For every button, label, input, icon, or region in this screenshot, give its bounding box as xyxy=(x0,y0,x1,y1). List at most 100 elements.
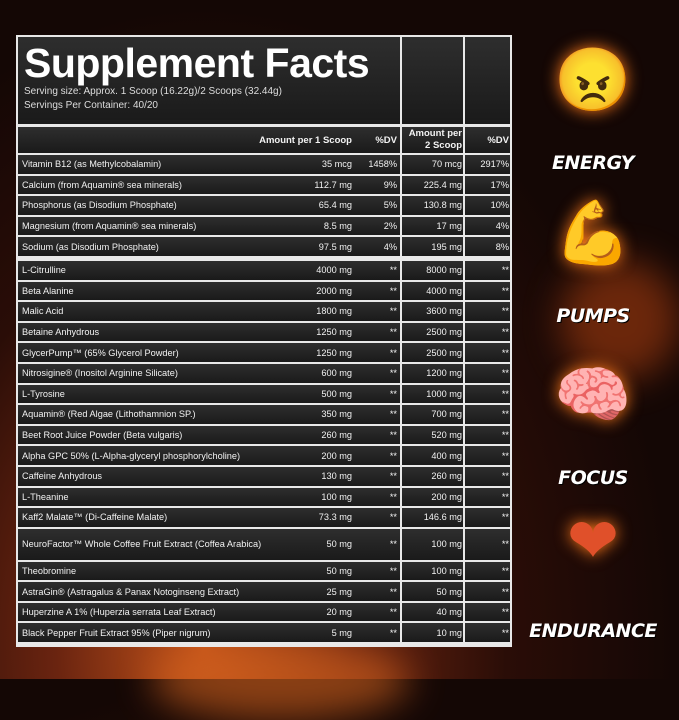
dv-2-scoop: ** xyxy=(465,623,510,643)
dv-1-scoop: ** xyxy=(389,368,397,379)
amount-1-scoop: 4000 mg xyxy=(316,265,352,276)
ingredient-name: Aquamin® (Red Algae (Lithothamnion SP.) xyxy=(22,409,196,420)
dv-1-scoop: ** xyxy=(389,565,397,576)
amount-1-scoop: 1800 mg xyxy=(316,306,352,317)
amount-1-scoop: 112.7 mg xyxy=(314,179,352,190)
ingredient-name: Malic Acid xyxy=(22,306,64,317)
dv-2-scoop: 4% xyxy=(465,216,510,236)
flexed-arm-icon: 💪 xyxy=(554,198,632,268)
dv-1-scoop: ** xyxy=(389,430,397,441)
dv-1-scoop: ** xyxy=(389,388,397,399)
amount-2-scoop: 4000 mg xyxy=(402,281,463,301)
amount-2-scoop: 225.4 mg xyxy=(402,175,463,195)
ingredient-name: Theobromine xyxy=(22,565,77,576)
amount-1-scoop: 2000 mg xyxy=(316,285,352,296)
ingredient-name: L-Citrulline xyxy=(22,265,66,276)
dv-2-scoop: ** xyxy=(465,405,510,424)
table-row: Vitamin B12 (as Methylcobalamin) 35 mcg … xyxy=(18,155,510,174)
table-row: Caffeine Anhydrous 130 mg ** 260 mg ** xyxy=(18,466,510,486)
ingredient-name: Huperzine A 1% (Huperzia serrata Leaf Ex… xyxy=(22,607,216,618)
table-row: Malic Acid 1800 mg ** 3600 mg ** xyxy=(18,302,510,321)
amount-1-scoop: 65.4 mg xyxy=(318,200,352,211)
title-spacer xyxy=(402,37,463,124)
dv-1-scoop: ** xyxy=(389,409,397,420)
table-row: Betaine Anhydrous 1250 mg ** 2500 mg ** xyxy=(18,322,510,342)
dv-1-scoop: ** xyxy=(389,285,397,296)
amount-1-scoop: 350 mg xyxy=(321,409,352,420)
amount-1-scoop: 200 mg xyxy=(321,450,352,461)
ingredient-name: NeuroFactor™ Whole Coffee Fruit Extract … xyxy=(22,539,262,550)
dv-2-scoop: ** xyxy=(465,425,510,445)
amount-1-scoop: 50 mg xyxy=(326,565,352,576)
dv-2-scoop: ** xyxy=(465,384,510,404)
brain-icon: 🧠 xyxy=(554,360,632,430)
ingredient-name: AstraGin® (Astragalus & Panax Notoginsen… xyxy=(22,586,240,597)
column-header-row: Amount per 1 Scoop %DV Amount per 2 Scoop… xyxy=(18,127,510,153)
dv-2-scoop: ** xyxy=(465,281,510,301)
table-row: Sodium (as Disodium Phosphate) 97.5 mg 4… xyxy=(18,237,510,256)
ingredient-name: Vitamin B12 (as Methylcobalamin) xyxy=(22,159,162,170)
header-dv-1: %DV xyxy=(375,134,397,146)
amount-1-scoop: 1250 mg xyxy=(316,327,352,338)
dv-2-scoop: ** xyxy=(465,508,510,527)
ingredient-name: Beet Root Juice Powder (Beta vulgaris) xyxy=(22,430,183,441)
amount-2-scoop: 520 mg xyxy=(402,425,463,445)
ingredient-name: L-Theanine xyxy=(22,491,69,502)
benefit-label: PUMPS xyxy=(556,305,630,327)
ingredient-name: Phosphorus (as Disodium Phosphate) xyxy=(22,200,177,211)
amount-2-scoop: 8000 mg xyxy=(402,260,463,280)
dv-2-scoop: ** xyxy=(465,602,510,622)
dv-1-scoop: ** xyxy=(389,491,397,502)
ingredient-name: Caffeine Anhydrous xyxy=(22,471,103,482)
dv-2-scoop: ** xyxy=(465,302,510,321)
dv-1-scoop: ** xyxy=(389,627,397,638)
table-row: L-Tyrosine 500 mg ** 1000 mg ** xyxy=(18,384,510,404)
dv-2-scoop: 10% xyxy=(465,196,510,215)
table-row: Kaff2 Malate™ (Di-Caffeine Malate) 73.3 … xyxy=(18,508,510,527)
benefit-focus: 🧠 FOCUS xyxy=(528,345,658,490)
table-row: Aquamin® (Red Algae (Lithothamnion SP.) … xyxy=(18,405,510,424)
dv-2-scoop: ** xyxy=(465,528,510,560)
amount-2-scoop: 400 mg xyxy=(402,446,463,465)
table-row: Alpha GPC 50% (L-Alpha-glyceryl phosphor… xyxy=(18,446,510,465)
dv-1-scoop: 4% xyxy=(383,241,397,252)
ingredient-name: L-Tyrosine xyxy=(22,388,65,399)
benefit-label: FOCUS xyxy=(558,467,628,489)
amount-2-scoop: 195 mg xyxy=(402,237,463,256)
ingredient-name: Beta Alanine xyxy=(22,285,74,296)
table-row: Magnesium (from Aquamin® sea minerals) 8… xyxy=(18,216,510,236)
dv-2-scoop: ** xyxy=(465,466,510,486)
dv-2-scoop: 8% xyxy=(465,237,510,256)
dv-1-scoop: ** xyxy=(389,265,397,276)
dv-1-scoop: ** xyxy=(389,347,397,358)
ingredient-name: Alpha GPC 50% (L-Alpha-glyceryl phosphor… xyxy=(22,450,241,461)
ingredient-name: Calcium (from Aquamin® sea minerals) xyxy=(22,179,182,190)
dv-1-scoop: ** xyxy=(389,539,397,550)
dv-2-scoop: ** xyxy=(465,322,510,342)
amount-2-scoop: 100 mg xyxy=(402,561,463,581)
table-row: L-Citrulline 4000 mg ** 8000 mg ** xyxy=(18,260,510,280)
table-row: Calcium (from Aquamin® sea minerals) 112… xyxy=(18,175,510,195)
amount-2-scoop: 130.8 mg xyxy=(402,196,463,215)
amount-1-scoop: 20 mg xyxy=(326,607,352,618)
amount-2-scoop: 17 mg xyxy=(402,216,463,236)
amount-2-scoop: 100 mg xyxy=(402,528,463,560)
dv-1-scoop: 9% xyxy=(383,179,397,190)
amount-2-scoop: 10 mg xyxy=(402,623,463,643)
amount-2-scoop: 200 mg xyxy=(402,487,463,507)
amount-2-scoop: 700 mg xyxy=(402,405,463,424)
amount-2-scoop: 50 mg xyxy=(402,582,463,601)
dv-1-scoop: ** xyxy=(389,586,397,597)
ingredient-name: Sodium (as Disodium Phosphate) xyxy=(22,241,159,252)
amount-1-scoop: 73.3 mg xyxy=(318,512,352,523)
amount-1-scoop: 8.5 mg xyxy=(323,221,352,232)
ingredient-name: Nitrosigine® (Inositol Arginine Silicate… xyxy=(22,368,178,379)
amount-1-scoop: 35 mcg xyxy=(321,159,352,170)
benefit-endurance: ❤ ENDURANCE xyxy=(528,490,658,643)
amount-1-scoop: 100 mg xyxy=(321,491,352,502)
amount-2-scoop: 2500 mg xyxy=(402,322,463,342)
ingredient-name: Black Pepper Fruit Extract 95% (Piper ni… xyxy=(22,627,211,638)
dv-1-scoop: ** xyxy=(389,306,397,317)
dv-2-scoop: ** xyxy=(465,561,510,581)
dv-1-scoop: 5% xyxy=(383,200,397,211)
